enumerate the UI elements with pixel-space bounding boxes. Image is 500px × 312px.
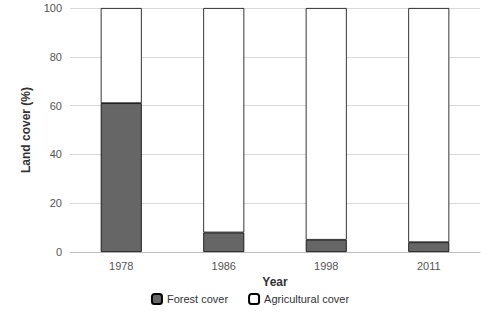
svg-text:1986: 1986 xyxy=(212,260,236,272)
svg-text:Land cover (%): Land cover (%) xyxy=(19,87,33,173)
svg-text:1998: 1998 xyxy=(314,260,338,272)
svg-text:60: 60 xyxy=(50,100,62,112)
svg-text:1978: 1978 xyxy=(109,260,133,272)
svg-text:Forest cover: Forest cover xyxy=(167,293,228,305)
svg-text:2011: 2011 xyxy=(417,260,441,272)
svg-text:0: 0 xyxy=(56,246,62,258)
svg-text:Year: Year xyxy=(262,275,288,289)
svg-text:80: 80 xyxy=(50,51,62,63)
svg-text:40: 40 xyxy=(50,148,62,160)
svg-text:100: 100 xyxy=(44,2,62,14)
svg-text:20: 20 xyxy=(50,197,62,209)
svg-text:Agricultural cover: Agricultural cover xyxy=(264,293,349,305)
